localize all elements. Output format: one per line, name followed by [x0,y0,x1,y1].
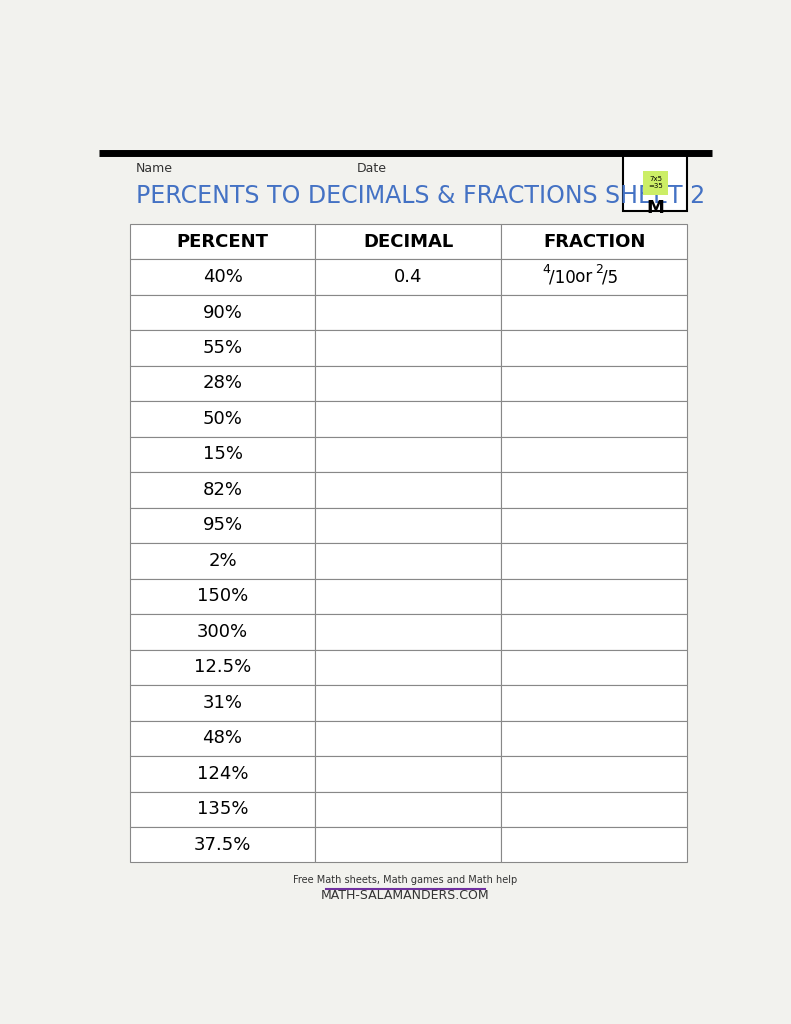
Bar [316,649,501,685]
Text: Date: Date [356,163,386,175]
Bar [130,436,316,472]
Bar [316,827,501,862]
Text: 124%: 124% [197,765,248,782]
Bar [623,152,687,211]
Text: M: M [646,199,664,216]
Bar [316,436,501,472]
Text: 50%: 50% [202,410,242,428]
Bar [316,685,501,721]
Bar [316,401,501,436]
Bar [130,259,316,295]
Text: 40%: 40% [202,268,242,286]
Bar [316,543,501,579]
Text: FRACTION: FRACTION [543,232,645,251]
Text: 12.5%: 12.5% [194,658,251,676]
Text: /5: /5 [602,268,618,286]
Bar [501,614,687,649]
Bar [130,649,316,685]
Text: 7x5
=35: 7x5 =35 [648,176,663,189]
Bar [501,366,687,401]
Text: 48%: 48% [202,729,243,748]
Bar [316,756,501,792]
Bar [501,685,687,721]
Bar [316,259,501,295]
Text: PERCENTS TO DECIMALS & FRACTIONS SHEET 2: PERCENTS TO DECIMALS & FRACTIONS SHEET 2 [136,184,705,208]
Bar [501,436,687,472]
Text: 135%: 135% [197,800,248,818]
Bar [316,721,501,756]
Text: 300%: 300% [197,623,248,641]
Bar [501,224,687,259]
Text: MATH-SALAMANDERS.COM: MATH-SALAMANDERS.COM [321,889,490,902]
Bar [501,792,687,827]
Text: 82%: 82% [202,481,243,499]
Bar [316,579,501,614]
Text: PERCENT: PERCENT [176,232,268,251]
Bar [130,366,316,401]
Bar [130,579,316,614]
Text: 28%: 28% [202,375,243,392]
Bar [130,472,316,508]
Bar [130,331,316,366]
Bar [501,721,687,756]
Bar [501,331,687,366]
Bar [316,331,501,366]
Bar [501,401,687,436]
Bar [501,259,687,295]
Text: 55%: 55% [202,339,243,357]
Bar [316,366,501,401]
Text: 4: 4 [543,262,551,275]
Text: Free Math sheets, Math games and Math help: Free Math sheets, Math games and Math he… [293,874,517,885]
Bar [501,649,687,685]
Text: 0.4: 0.4 [394,268,422,286]
Bar [316,614,501,649]
Text: or: or [570,268,598,286]
Text: 15%: 15% [202,445,243,464]
Bar [501,472,687,508]
Bar [501,543,687,579]
Text: 2%: 2% [208,552,237,570]
Bar [130,295,316,331]
Text: 150%: 150% [197,588,248,605]
Bar [130,756,316,792]
Text: 31%: 31% [202,694,243,712]
Bar [501,827,687,862]
Bar [501,295,687,331]
Text: 90%: 90% [202,303,242,322]
Bar [316,508,501,543]
Text: DECIMAL: DECIMAL [363,232,453,251]
Bar [130,792,316,827]
Text: 37.5%: 37.5% [194,836,252,854]
Bar [316,295,501,331]
Text: Name: Name [136,163,172,175]
Bar [501,579,687,614]
Bar [130,685,316,721]
Text: 2: 2 [595,262,603,275]
Bar [130,543,316,579]
Bar [130,614,316,649]
Bar [130,224,316,259]
Text: 95%: 95% [202,516,243,535]
Bar [501,756,687,792]
Bar [130,721,316,756]
Text: /10: /10 [549,268,576,286]
Bar [316,224,501,259]
Bar [130,827,316,862]
Bar [316,472,501,508]
Bar [130,508,316,543]
Bar [316,792,501,827]
Bar [501,508,687,543]
Bar [130,401,316,436]
